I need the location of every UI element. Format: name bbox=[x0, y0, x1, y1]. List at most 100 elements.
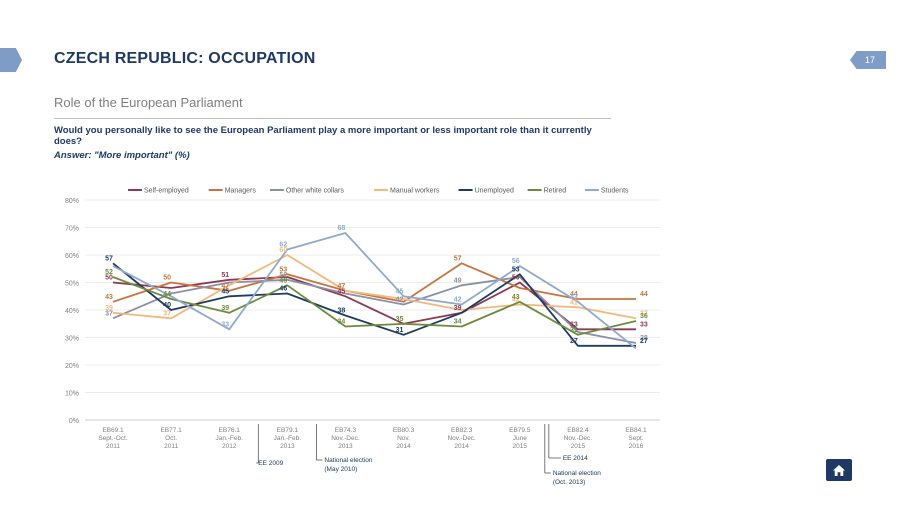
data-label: 36 bbox=[640, 313, 648, 320]
x-tick-label: EB74.3 bbox=[335, 427, 357, 434]
data-label: 39 bbox=[221, 305, 229, 312]
event-annotation: EE 2014 bbox=[563, 455, 588, 462]
page-title: CZECH REPUBLIC: OCCUPATION bbox=[54, 50, 316, 67]
y-tick-label: 40% bbox=[65, 308, 79, 315]
x-tick-label: Nov.-Dec. bbox=[564, 435, 593, 442]
home-button[interactable] bbox=[826, 459, 852, 481]
data-label: 41 bbox=[570, 299, 578, 306]
data-label: 52 bbox=[105, 269, 113, 276]
data-label: 39 bbox=[105, 305, 113, 312]
data-label: 49 bbox=[454, 277, 462, 284]
home-icon bbox=[833, 464, 845, 476]
x-tick-label: Jan.-Feb. bbox=[274, 435, 302, 442]
page-number-badge: 17 bbox=[850, 51, 886, 69]
data-label: 27 bbox=[640, 338, 648, 345]
y-tick-label: 20% bbox=[65, 363, 79, 370]
series-line-manual-workers bbox=[112, 254, 637, 320]
x-tick-label: EB82.4 bbox=[567, 427, 589, 434]
data-label: 47 bbox=[338, 283, 346, 290]
data-label: 42 bbox=[396, 297, 404, 304]
series-line-managers bbox=[112, 262, 636, 303]
x-tick-label: 2011 bbox=[106, 443, 120, 450]
data-label: 68 bbox=[338, 225, 346, 232]
survey-answer: Answer: "More important" (%) bbox=[54, 150, 190, 161]
x-tick-label: 2016 bbox=[629, 443, 644, 450]
x-tick-label: Oct. bbox=[165, 435, 177, 442]
x-tick-label: EB84.1 bbox=[625, 427, 647, 434]
data-label: 44 bbox=[163, 291, 171, 298]
y-tick-label: 30% bbox=[65, 336, 79, 343]
left-navigation-tab[interactable] bbox=[0, 48, 22, 72]
data-label: 45 bbox=[338, 288, 346, 295]
data-label: 43 bbox=[570, 294, 578, 301]
x-tick-label: EB77.1 bbox=[160, 427, 182, 434]
y-tick-label: 70% bbox=[65, 226, 79, 233]
data-label: 45 bbox=[396, 288, 404, 295]
data-label: 45 bbox=[221, 288, 229, 295]
data-label: 46 bbox=[279, 286, 287, 293]
x-tick-label: EB82.3 bbox=[451, 427, 473, 434]
x-tick-label: 2014 bbox=[396, 443, 411, 450]
data-label: 37 bbox=[640, 310, 648, 317]
x-tick-label: 2011 bbox=[164, 443, 178, 450]
data-label: 57 bbox=[105, 255, 113, 262]
data-label: 33 bbox=[570, 321, 578, 328]
x-tick-label: 2014 bbox=[454, 443, 469, 450]
x-tick-label: Jan.-Feb. bbox=[215, 435, 243, 442]
x-tick-label: June bbox=[513, 435, 527, 442]
x-tick-label: Nov. bbox=[397, 435, 410, 442]
data-label: 43 bbox=[105, 294, 113, 301]
legend-label: Unemployed bbox=[475, 188, 514, 195]
event-annotation: (Oct. 2013) bbox=[553, 479, 586, 486]
x-tick-label: EB69.1 bbox=[102, 427, 124, 434]
data-label: 47 bbox=[221, 283, 229, 290]
x-tick-label: EB79.1 bbox=[277, 427, 299, 434]
x-tick-label: 2012 bbox=[222, 443, 237, 450]
x-tick-label: Sept. bbox=[628, 435, 643, 442]
data-label: 37 bbox=[105, 310, 113, 317]
legend-label: Other white collars bbox=[286, 188, 344, 195]
subtitle-divider bbox=[54, 118, 611, 119]
x-tick-label: EB80.3 bbox=[393, 427, 415, 434]
data-label: 40 bbox=[163, 302, 171, 309]
data-label: 60 bbox=[279, 247, 287, 254]
y-tick-label: 80% bbox=[65, 198, 79, 205]
legend-label: Students bbox=[601, 188, 629, 195]
data-label: 44 bbox=[570, 291, 578, 298]
data-label: 43 bbox=[512, 294, 520, 301]
data-label: 44 bbox=[640, 291, 648, 298]
data-label: 51 bbox=[221, 272, 229, 279]
data-label: 52 bbox=[279, 272, 287, 279]
event-annotation: (May 2010) bbox=[324, 466, 357, 473]
legend-label: Retired bbox=[544, 188, 567, 195]
y-tick-label: 10% bbox=[65, 391, 79, 398]
x-tick-label: EB76.1 bbox=[219, 427, 241, 434]
x-tick-label: 2015 bbox=[571, 443, 586, 450]
data-label: 33 bbox=[221, 321, 229, 328]
survey-question: Would you personally like to see the Eur… bbox=[54, 125, 592, 147]
data-label: 38 bbox=[338, 308, 346, 315]
x-tick-label: Nov.-Dec. bbox=[331, 435, 360, 442]
data-label: 33 bbox=[640, 321, 648, 328]
x-tick-label: Nov.-Dec. bbox=[447, 435, 476, 442]
series-line-retired bbox=[112, 276, 637, 336]
legend-label: Self-employed bbox=[144, 188, 189, 195]
event-annotation: National election bbox=[324, 457, 372, 464]
data-label: 62 bbox=[279, 242, 287, 249]
data-label: 34 bbox=[338, 319, 346, 326]
data-label: 50 bbox=[105, 275, 113, 282]
data-label: 28 bbox=[640, 335, 648, 342]
data-label: 50 bbox=[163, 275, 171, 282]
y-tick-label: 60% bbox=[65, 253, 79, 260]
y-tick-label: 0% bbox=[69, 418, 79, 425]
data-label: 37 bbox=[163, 310, 171, 317]
data-label: 42 bbox=[454, 297, 462, 304]
y-tick-label: 50% bbox=[65, 281, 79, 288]
data-label: 53 bbox=[279, 266, 287, 273]
event-annotation: EE 2009 bbox=[258, 460, 283, 467]
x-tick-label: EB79.5 bbox=[509, 427, 531, 434]
series-line-students bbox=[112, 232, 637, 350]
data-label: 34 bbox=[454, 319, 462, 326]
data-label: 35 bbox=[396, 316, 404, 323]
